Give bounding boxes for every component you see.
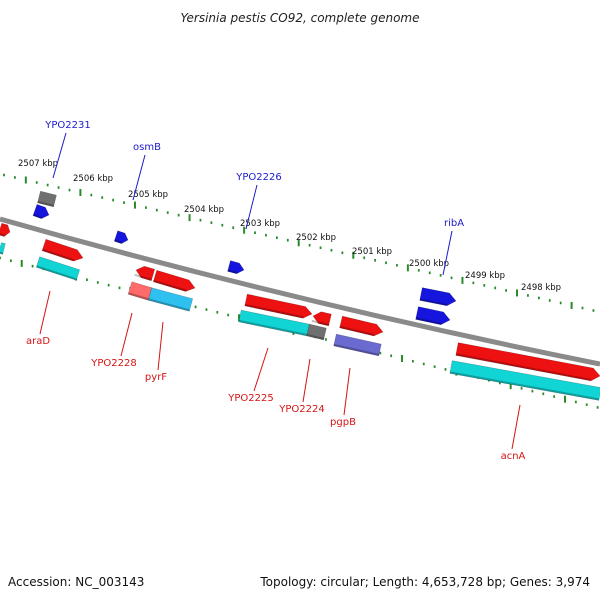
gene-label: YPO2228 bbox=[90, 358, 136, 369]
gene-feature bbox=[455, 342, 600, 382]
label-leader-line bbox=[157, 321, 164, 371]
genome-backbone bbox=[0, 216, 600, 367]
scale-label: 2500 kbp bbox=[409, 259, 449, 269]
gene-feature bbox=[244, 293, 313, 319]
label-leader-line bbox=[52, 132, 67, 179]
gene-label: acnA bbox=[501, 451, 526, 462]
label-leader-line bbox=[343, 367, 351, 416]
genome-summary-text: Topology: circular; Length: 4,653,728 bp… bbox=[259, 575, 590, 589]
gene-label: pyrF bbox=[145, 372, 167, 383]
label-leader-line bbox=[511, 404, 521, 450]
gene-feature bbox=[152, 269, 196, 292]
gene-label: araD bbox=[26, 336, 50, 347]
label-leader-line bbox=[302, 358, 311, 403]
gene-feature bbox=[134, 265, 156, 282]
gene-label: YPO2224 bbox=[278, 404, 324, 415]
gene-feature bbox=[127, 281, 153, 301]
scale-label: 2503 kbp bbox=[240, 219, 280, 229]
label-leader-line bbox=[132, 154, 146, 201]
gene-label: ribA bbox=[444, 218, 464, 229]
scale-label: 2498 kbp bbox=[521, 283, 561, 293]
scale-labels: 2507 kbp 2506 kbp 2505 kbp 2504 kbp 2503 kbp… bbox=[18, 159, 561, 293]
scale-label: 2507 kbp bbox=[18, 159, 58, 169]
gene-feature bbox=[339, 315, 384, 337]
gene-feature bbox=[311, 311, 332, 327]
gene-feature bbox=[449, 360, 600, 401]
gene-label: pgpB bbox=[330, 417, 356, 428]
gene-feature bbox=[306, 323, 327, 341]
gene-feature bbox=[32, 203, 50, 219]
gene-feature bbox=[333, 333, 382, 357]
gene-feature bbox=[419, 287, 457, 307]
label-leader-line bbox=[120, 312, 133, 357]
accession-text: Accession: NC_003143 bbox=[8, 575, 144, 589]
scale-label: 2502 kbp bbox=[296, 233, 336, 243]
gene-label: osmB bbox=[133, 142, 161, 153]
gene-label: YPO2231 bbox=[44, 120, 90, 131]
label-leader-line bbox=[253, 347, 269, 392]
gene-feature bbox=[415, 306, 451, 326]
gene-feature bbox=[147, 287, 194, 312]
scale-label: 2506 kbp bbox=[73, 174, 113, 184]
gene-label: YPO2225 bbox=[227, 393, 273, 404]
scale-label: 2501 kbp bbox=[352, 247, 392, 257]
gene-feature bbox=[41, 238, 84, 262]
gene-feature bbox=[0, 222, 11, 237]
gene-features bbox=[0, 190, 600, 401]
outer-tick-ring bbox=[3, 173, 595, 312]
gene-feature bbox=[37, 190, 57, 208]
scale-label: 2504 kbp bbox=[184, 205, 224, 215]
gene-label: YPO2226 bbox=[235, 172, 281, 183]
scale-label: 2499 kbp bbox=[465, 271, 505, 281]
gene-labels: YPO2231 osmB YPO2226 ribA araD YPO2228 pyrF YPO… bbox=[26, 120, 526, 462]
gene-feature bbox=[0, 242, 6, 255]
map-title: Yersinia pestis CO92, complete genome bbox=[181, 11, 420, 25]
label-leader-line bbox=[245, 184, 258, 230]
label-leader-line bbox=[442, 230, 453, 276]
label-leader-line bbox=[39, 290, 51, 335]
scale-label: 2505 kbp bbox=[128, 190, 168, 200]
gene-feature bbox=[35, 256, 81, 281]
gene-feature bbox=[113, 230, 129, 244]
gene-feature bbox=[227, 260, 245, 275]
